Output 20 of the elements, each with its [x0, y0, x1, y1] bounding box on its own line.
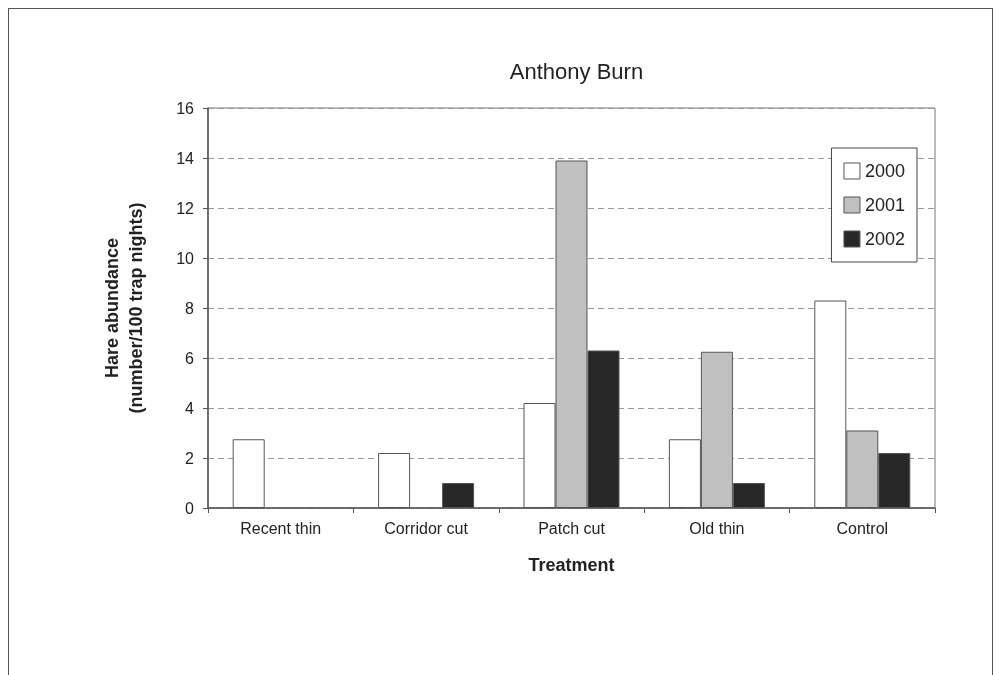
x-tick-label: Recent thin [240, 519, 322, 537]
y-axis-title: Hare abundance (number/100 trap nights) [102, 202, 146, 414]
y-tick-label: 0 [185, 499, 195, 517]
y-tick-label: 10 [176, 249, 195, 267]
chart-title: Anthony Burn [509, 58, 644, 84]
legend-label: 2001 [864, 195, 905, 215]
legend-label: 2000 [864, 161, 905, 181]
y-tick-label: 2 [185, 449, 195, 467]
x-tick-label: Corridor cut [384, 519, 469, 537]
y-tick-label: 8 [185, 299, 195, 317]
y-tick-label: 4 [185, 399, 195, 417]
y-tick-label: 6 [185, 349, 195, 367]
x-tick-label: Old thin [689, 519, 745, 537]
y-tick-label: 16 [176, 99, 195, 117]
y-tick-label: 12 [176, 199, 195, 217]
legend-label: 2002 [864, 229, 905, 249]
x-axis-title: Treatment [528, 555, 615, 575]
x-tick-label: Patch cut [538, 519, 606, 537]
y-tick-label: 14 [176, 149, 195, 167]
x-tick-label: Control [836, 519, 889, 537]
